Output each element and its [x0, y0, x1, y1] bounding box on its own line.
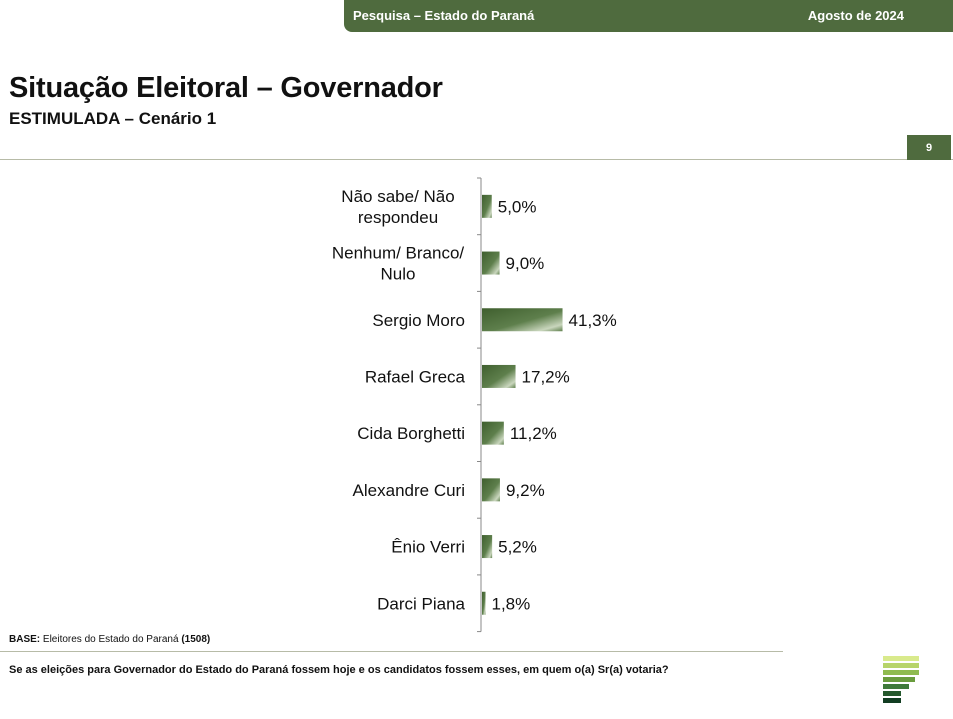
bar-value-label: 17,2%: [522, 367, 570, 386]
bar-value-label: 11,2%: [510, 424, 557, 443]
base-text: Eleitores do Estado do Paraná: [40, 634, 182, 645]
header-bar: Pesquisa – Estado do Paraná Agosto de 20…: [344, 0, 953, 32]
base-note: BASE: Eleitores do Estado do Paraná (150…: [9, 634, 210, 645]
category-label: Sergio Moro: [372, 311, 465, 330]
category-label: Darci Piana: [377, 594, 465, 613]
page-subtitle: ESTIMULADA – Cenário 1: [9, 109, 217, 128]
bar: [482, 421, 504, 445]
bar-value-label: 9,0%: [506, 254, 545, 273]
category-label: Ênio Verri: [391, 538, 465, 557]
category-label: Rafael Greca: [365, 367, 466, 386]
page-number-badge: 9: [907, 135, 951, 160]
footer-divider: [0, 651, 783, 652]
page-title: Situação Eleitoral – Governador: [9, 72, 443, 104]
brand-logo-icon: [883, 656, 919, 703]
base-count: (1508): [181, 634, 211, 645]
survey-title: Pesquisa – Estado do Paraná: [353, 8, 535, 23]
bar: [482, 308, 563, 332]
survey-question: Se as eleições para Governador do Estado…: [9, 664, 669, 676]
survey-date: Agosto de 2024: [807, 8, 904, 23]
bar: [482, 591, 486, 615]
category-label: Alexandre Curi: [353, 481, 465, 500]
header-divider: [0, 159, 953, 160]
bar-value-label: 9,2%: [506, 481, 545, 500]
bar-value-label: 5,2%: [498, 538, 537, 557]
bar: [482, 478, 500, 502]
category-label: Nenhum/ Branco/Nulo: [332, 244, 465, 284]
bar-value-label: 5,0%: [498, 197, 537, 216]
bar: [482, 251, 500, 275]
bar: [482, 535, 493, 559]
bar-value-label: 41,3%: [569, 311, 617, 330]
category-label: Não sabe/ Não respondeu: [341, 187, 454, 227]
bar: [482, 364, 516, 388]
base-label: BASE:: [9, 634, 41, 645]
bar: [482, 194, 492, 218]
bar-value-label: 1,8%: [492, 594, 531, 613]
category-label: Cida Borghetti: [357, 424, 465, 443]
